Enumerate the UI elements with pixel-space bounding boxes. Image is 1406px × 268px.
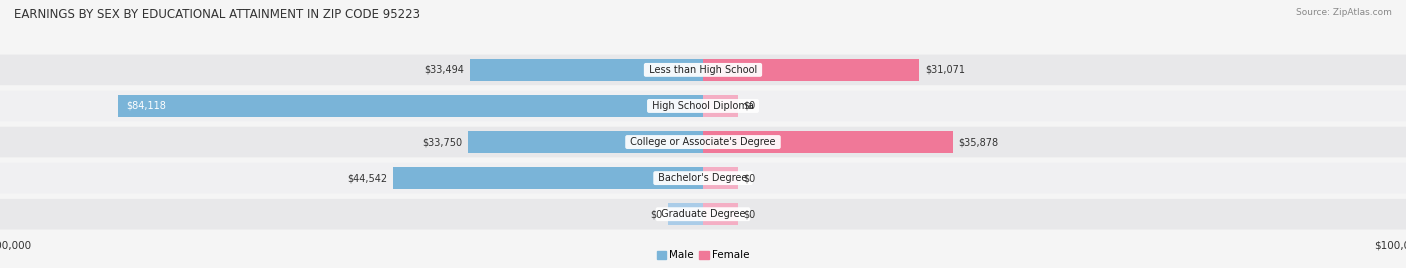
FancyBboxPatch shape <box>0 127 1406 157</box>
Bar <box>394 167 703 189</box>
Legend: Male, Female: Male, Female <box>652 246 754 265</box>
Text: $33,494: $33,494 <box>425 65 464 75</box>
FancyBboxPatch shape <box>0 199 1406 229</box>
Text: $0: $0 <box>744 173 755 183</box>
Bar <box>703 203 738 225</box>
Text: EARNINGS BY SEX BY EDUCATIONAL ATTAINMENT IN ZIP CODE 95223: EARNINGS BY SEX BY EDUCATIONAL ATTAINMEN… <box>14 8 420 21</box>
Text: College or Associate's Degree: College or Associate's Degree <box>627 137 779 147</box>
FancyBboxPatch shape <box>0 55 1406 85</box>
Bar <box>703 167 738 189</box>
Text: $33,750: $33,750 <box>422 137 463 147</box>
Text: $0: $0 <box>744 101 755 111</box>
Text: $0: $0 <box>651 209 662 219</box>
Bar <box>470 59 703 81</box>
Text: $35,878: $35,878 <box>959 137 998 147</box>
Text: Bachelor's Degree: Bachelor's Degree <box>655 173 751 183</box>
Bar <box>703 59 920 81</box>
FancyBboxPatch shape <box>0 163 1406 193</box>
Text: Less than High School: Less than High School <box>645 65 761 75</box>
Bar <box>703 131 953 153</box>
Bar <box>668 203 703 225</box>
Text: $44,542: $44,542 <box>347 173 388 183</box>
Bar <box>703 95 738 117</box>
Text: $31,071: $31,071 <box>925 65 965 75</box>
Text: Source: ZipAtlas.com: Source: ZipAtlas.com <box>1296 8 1392 17</box>
Text: Graduate Degree: Graduate Degree <box>658 209 748 219</box>
Bar <box>118 95 703 117</box>
Text: $0: $0 <box>744 209 755 219</box>
Text: $84,118: $84,118 <box>127 101 166 111</box>
Bar <box>468 131 703 153</box>
FancyBboxPatch shape <box>0 91 1406 121</box>
Text: High School Diploma: High School Diploma <box>650 101 756 111</box>
